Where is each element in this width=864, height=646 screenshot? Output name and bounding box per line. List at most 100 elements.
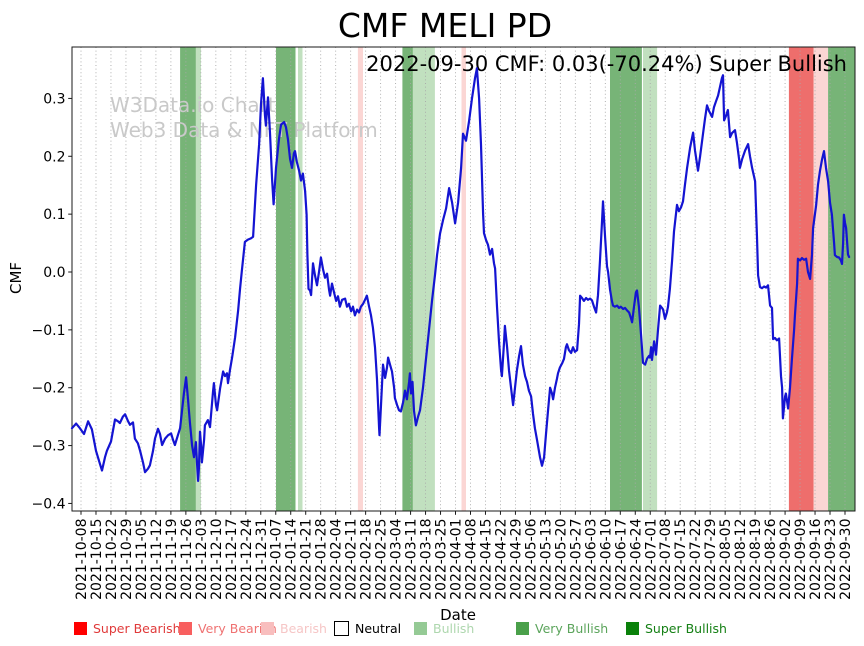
x-tick-label: 2022-04-29 xyxy=(508,519,524,600)
x-tick-label: 2022-02-11 xyxy=(344,519,360,600)
x-tick-label: 2021-12-17 xyxy=(224,519,240,600)
x-tick-label: 2022-04-22 xyxy=(494,519,510,600)
plot-band-bearish xyxy=(461,47,466,511)
x-tick-label: 2022-03-18 xyxy=(419,519,435,600)
legend-label: Very Bearish xyxy=(198,621,277,636)
x-tick-label: 2021-12-10 xyxy=(209,519,225,600)
x-tick-label: 2022-06-10 xyxy=(598,519,614,600)
plot-background-layer xyxy=(80,47,855,511)
x-tick-label: 2021-11-05 xyxy=(134,519,150,600)
y-axis-title: CMF xyxy=(7,261,25,295)
x-tick-label: 2022-01-21 xyxy=(299,519,315,600)
x-tick-label: 2022-04-01 xyxy=(449,519,465,600)
plot-band-bearish xyxy=(813,47,829,511)
plot-foreground-layer: 2021-10-08 2021-10-15 2021-10-222021-10-29… xyxy=(32,46,856,600)
legend-item: Super Bearish xyxy=(74,621,181,636)
plot-frame xyxy=(71,46,856,512)
y-tick-label: 0.2 xyxy=(43,149,65,165)
watermark-line2: Web3 Data & NFT Platform xyxy=(110,118,378,142)
cmf-line xyxy=(70,67,851,482)
x-tick-label: 2022-07-29 xyxy=(703,519,719,600)
legend-item: Very Bullish xyxy=(516,621,608,636)
x-tick-label: 2021-10-08 xyxy=(74,519,90,600)
legend-swatch xyxy=(261,622,274,635)
plot-band-very_bullish xyxy=(402,47,413,511)
legend-swatch xyxy=(516,622,529,635)
x-tick-label: 2022-09-23 xyxy=(823,519,839,600)
x-tick-label: 2021-10-15 xyxy=(89,519,105,600)
legend-label: Bearish xyxy=(280,621,327,636)
legend-swatch xyxy=(414,622,427,635)
x-tick-label: 2021-10-22 xyxy=(104,519,120,600)
legend-item: Bearish xyxy=(261,621,327,636)
y-tick-label: −0.4 xyxy=(32,496,66,512)
latest-value-annotation: 2022-09-30 CMF: 0.03(-70.24%) Super Bull… xyxy=(366,52,847,76)
legend-swatch xyxy=(179,622,192,635)
legend-swatch xyxy=(626,622,639,635)
x-tick-label: 2022-08-19 xyxy=(748,519,764,600)
legend-label: Bullish xyxy=(433,621,475,636)
y-tick-label: 0.3 xyxy=(43,91,65,107)
x-tick-label: 2022-02-18 xyxy=(359,519,375,600)
x-tick-label: 2022-08-05 xyxy=(718,519,734,600)
plot-band-bullish xyxy=(195,47,201,511)
x-tick-label: 2021-12-03 xyxy=(194,519,210,600)
legend-label: Super Bullish xyxy=(645,621,727,636)
legend-label: Very Bullish xyxy=(535,621,609,636)
x-tick-label: 2022-01-14 xyxy=(284,518,300,599)
y-tick-label: −0.2 xyxy=(32,381,66,397)
plot-band-bullish xyxy=(412,47,435,511)
legend-item: Bullish xyxy=(414,621,474,636)
plot-band-bullish xyxy=(643,47,658,511)
y-tick-label: −0.1 xyxy=(32,323,66,339)
x-tick-label: 2022-09-16 xyxy=(808,518,824,599)
x-tick-label: 2021-11-26 xyxy=(179,518,195,599)
chart-title: CMF MELI PD xyxy=(337,6,553,45)
x-tick-label: 2022-04-15 xyxy=(479,519,495,600)
x-tick-label: 2022-05-06 xyxy=(523,518,539,599)
x-tick-label: 2022-03-11 xyxy=(404,519,420,600)
x-tick-label: 2021-12-31 xyxy=(254,519,270,600)
x-tick-label: 2022-09-09 xyxy=(793,519,809,600)
plot-band-very_bullish xyxy=(610,47,642,511)
x-tick-label: 2022-08-26 xyxy=(763,518,779,599)
y-tick-label: −0.3 xyxy=(32,439,66,455)
y-tick-label: 0.0 xyxy=(43,265,65,281)
x-tick-label: 2022-01-07 xyxy=(269,519,285,600)
x-tick-label: 2022-08-12 xyxy=(733,519,749,600)
x-tick-label: 2022-02-04 xyxy=(329,518,345,599)
x-tick-label: 2022-04-08 xyxy=(464,519,480,600)
x-tick-label: 2022-05-20 xyxy=(553,519,569,600)
x-tick-label: 2022-01-28 xyxy=(314,519,330,600)
plot-band-very_bullish xyxy=(276,47,296,511)
x-tick-label: 2022-03-25 xyxy=(434,519,450,600)
x-tick-label: 2022-09-30 xyxy=(838,519,854,600)
x-tick-label: 2022-05-27 xyxy=(568,519,584,600)
x-tick-label: 2021-12-24 xyxy=(239,518,255,599)
legend-swatch xyxy=(334,621,349,636)
legend-item: Very Bearish xyxy=(179,621,277,636)
legend-swatch xyxy=(74,622,87,635)
x-tick-label: 2022-06-17 xyxy=(613,519,629,600)
legend-label: Neutral xyxy=(355,621,402,636)
plot-band-bullish xyxy=(298,47,303,511)
legend-item: Neutral xyxy=(334,621,401,636)
x-tick-label: 2022-03-04 xyxy=(389,518,405,599)
plot-band-bearish xyxy=(357,47,363,511)
y-tick-label: 0.1 xyxy=(43,207,65,223)
x-tick-label: 2022-06-24 xyxy=(628,518,644,599)
legend-label: Super Bearish xyxy=(93,621,181,636)
x-tick-label: 2022-05-13 xyxy=(538,519,554,600)
watermark-line1: W3Data.io Chart xyxy=(110,93,276,117)
x-tick-label: 2022-07-15 xyxy=(673,519,689,600)
x-axis-title: Date xyxy=(440,606,476,624)
x-tick-label: 2021-11-12 xyxy=(149,519,165,600)
x-tick-label: 2022-06-03 xyxy=(583,519,599,600)
x-tick-label: 2022-07-22 xyxy=(688,519,704,600)
x-tick-label: 2022-07-08 xyxy=(658,519,674,600)
plot-band-very_bullish xyxy=(828,47,855,511)
legend-item: Super Bullish xyxy=(626,621,727,636)
x-tick-label: 2022-07-01 xyxy=(643,519,659,600)
